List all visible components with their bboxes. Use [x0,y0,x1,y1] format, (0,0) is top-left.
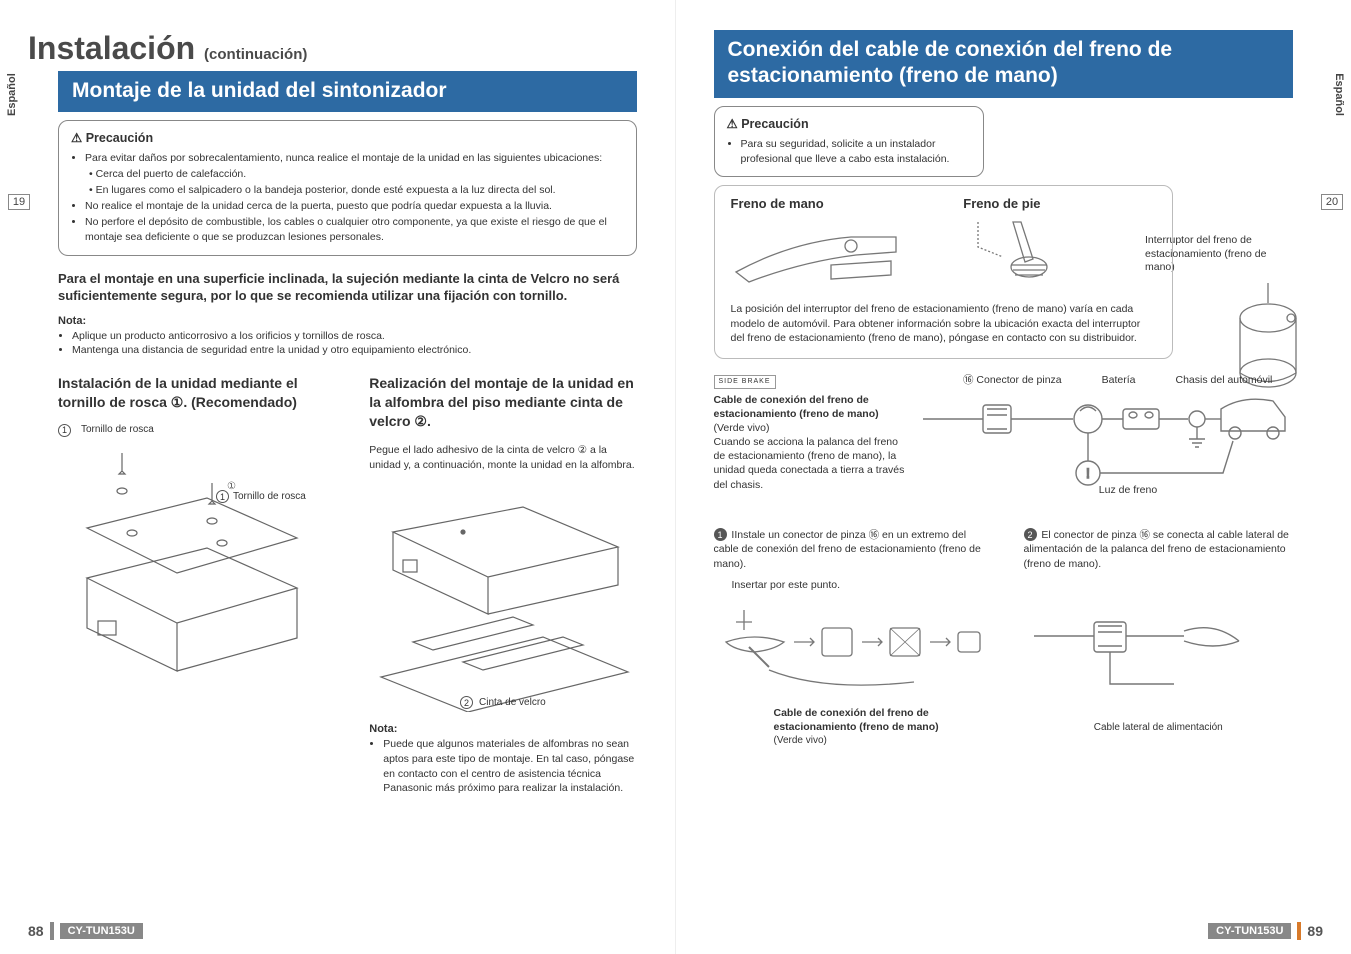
page-number-right: 89 [1307,923,1323,939]
svg-text:①: ① [227,481,236,492]
cable-title: Cable de conexión del freno de estaciona… [714,393,910,421]
screw-label-2: Tornillo de rosca [233,491,306,502]
wiring-row: SIDE BRAKE Cable de conexión del freno d… [714,373,1294,498]
sidebrake-label: SIDE BRAKE [714,375,776,388]
screw-mount-illustration: ① [58,443,325,673]
right-caution-title: Precaución [727,115,971,133]
lang-tab-right: Español [1333,73,1345,116]
col-b-title: Realización del montaje de la unidad en … [369,374,636,431]
title-continuation: (continuación) [204,46,307,63]
footer-left: 88 CY-TUN153U [28,922,647,940]
steps-row: 1 IInstale un conector de pinza ⑯ en un … [714,528,1294,749]
step-2-illustration [1024,596,1254,716]
right-caution-box: Precaución Para su seguridad, solicite a… [714,106,984,178]
right-blue-bar: Conexión del cable de conexión del freno… [714,30,1294,98]
nota-head: Nota: [58,315,637,327]
foot-brake-illustration [963,217,1093,287]
step-1-illustration [714,592,984,702]
right-caution-item: Para su seguridad, solicite a un instala… [741,137,971,167]
caution-item: Para evitar daños por sobrecalentamiento… [85,151,624,198]
ref-1-icon: 1 [58,424,71,437]
step-1-text: IInstale un conector de pinza ⑯ en un ex… [714,529,981,570]
page-right: Español 20 Conexión del cable de conexió… [676,0,1351,954]
step-1-verde: (Verde vivo) [774,734,984,748]
nota-item: Mantenga una distancia de seguridad entr… [72,343,637,358]
model-badge-right: CY-TUN153U [1208,923,1291,939]
col-a-title: Instalación de la unidad mediante el tor… [58,374,325,412]
col-b-nota: Puede que algunos materiales de alfombra… [369,737,636,796]
model-badge: CY-TUN153U [60,923,143,939]
step-1-caption: Cable de conexión del freno de estaciona… [774,707,984,734]
lang-tab-left: Español [6,73,18,116]
hand-brake-illustration [731,217,901,287]
screw-label-1: Tornillo de rosca [81,424,154,435]
footer-bar [50,922,54,940]
page-left: Español 19 Instalación (continuación) Mo… [0,0,676,954]
side-num-right: 20 [1321,194,1343,210]
step-2-caption: Cable lateral de alimentación [1094,722,1223,733]
bateria-label: Batería [1102,373,1136,387]
step-1: 1 IInstale un conector de pinza ⑯ en un … [714,528,984,749]
caution-item: No realice el montaje de la unidad cerca… [85,199,624,214]
hand-brake-title: Freno de mano [731,196,924,211]
col-b-desc: Pegue el lado adhesivo de la cinta de ve… [369,443,636,472]
velcro-illustration [369,502,636,712]
caution-item: No perfore el depósito de combustible, l… [85,215,624,245]
col-screw-mount: Instalación de la unidad mediante el tor… [58,374,325,796]
bold-paragraph: Para el montaje en una superficie inclin… [58,270,637,305]
wiring-text: SIDE BRAKE Cable de conexión del freno d… [714,373,910,492]
foot-brake-col: Freno de pie [963,196,1156,292]
caution-sub: • En lugares como el salpicadero o la ba… [89,183,624,198]
svg-text:!: ! [1086,465,1090,481]
left-blue-bar: Montaje de la unidad del sintonizador [58,71,637,112]
wiring-diagram: ⑯ Conector de pinza Batería Chasis del a… [923,373,1293,498]
hand-brake-col: Freno de mano [731,196,924,292]
step-2-num: 2 [1024,528,1037,541]
doc-title: Instalación (continuación) [28,30,647,67]
col-b-nota-head: Nota: [369,723,636,735]
left-caution-box: Precaución Para evitar daños por sobreca… [58,120,637,255]
caution-sub: • Cerca del puerto de calefacción. [89,167,624,182]
footer-right: CY-TUN153U 89 [704,922,1324,940]
cable-verde: (Verde vivo) [714,421,910,435]
nota-list: Aplique un producto anticorrosivo a los … [58,329,637,358]
step-2-text: El conector de pinza ⑯ se conecta al cab… [1024,529,1289,570]
brake-desc: La posición del interruptor del freno de… [731,302,1157,346]
velcro-caption: Cinta de velcro [479,697,546,708]
step-2: 2 El conector de pinza ⑯ se conecta al c… [1024,528,1294,749]
insert-label: Insertar por este punto. [732,578,984,593]
brake-types-box: Freno de mano Freno de pie [714,185,1174,359]
side-num-left: 19 [8,194,30,210]
col-velcro-mount: Realización del montaje de la unidad en … [369,374,636,796]
cable-desc: Cuando se acciona la palanca del freno d… [714,435,910,492]
caution-title: Precaución [71,129,624,147]
col-b-nota-item: Puede que algunos materiales de alfombra… [383,737,636,796]
nota-item: Aplique un producto anticorrosivo a los … [72,329,637,344]
chasis-label: Chasis del automóvil [1176,373,1273,387]
caution-text: Para evitar daños por sobrecalentamiento… [85,152,602,164]
title-text: Instalación [28,30,195,66]
page-number-left: 88 [28,923,44,939]
footer-bar-orange [1297,922,1301,940]
step-1-num: 1 [714,528,727,541]
pinza-label: ⑯ Conector de pinza [963,373,1062,387]
foot-brake-title: Freno de pie [963,196,1156,211]
